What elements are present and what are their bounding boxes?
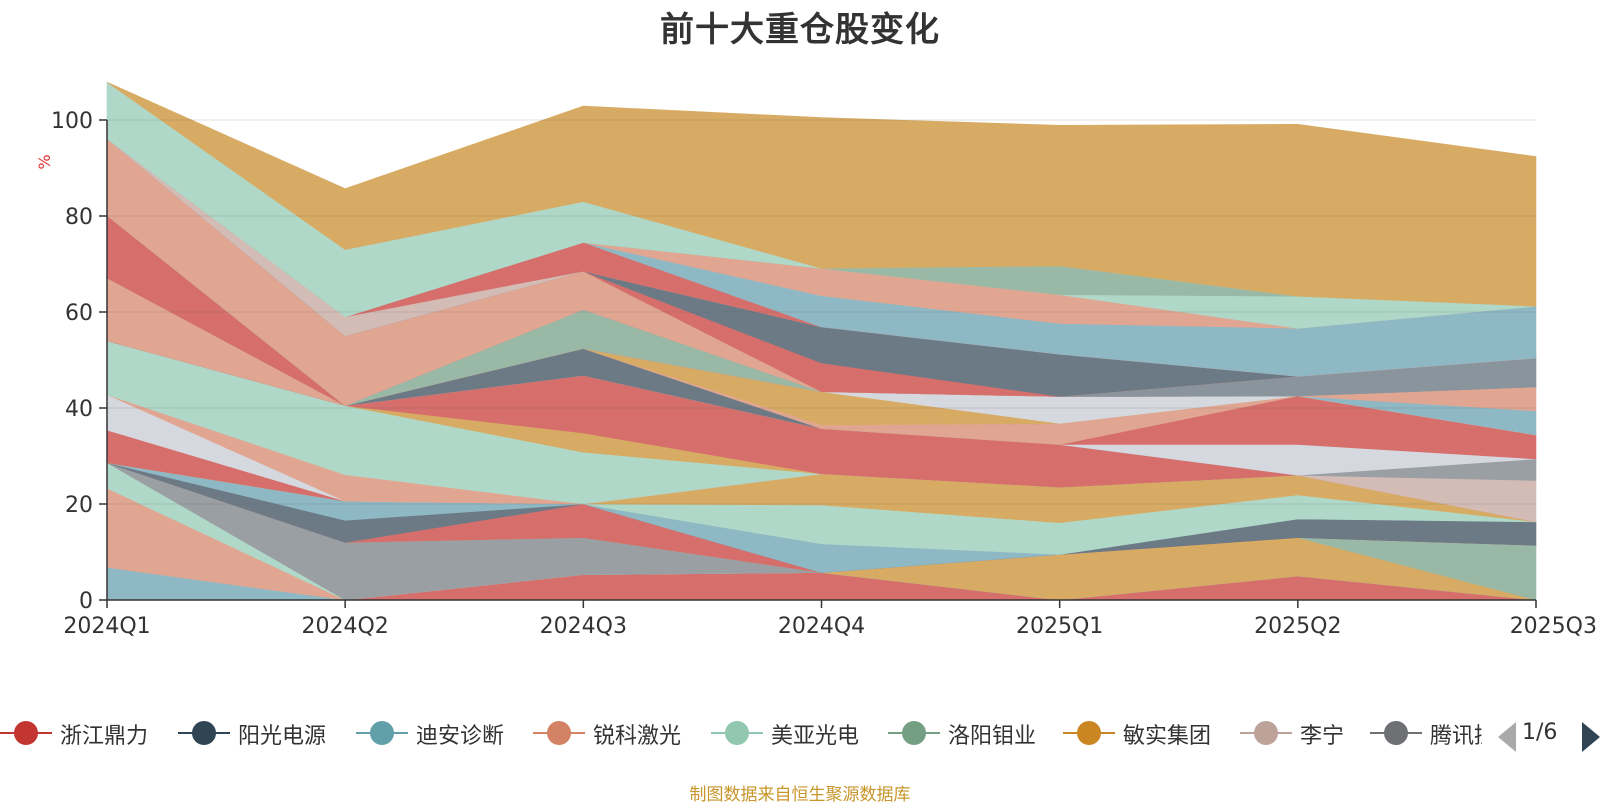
legend-next-page-icon[interactable] [1582, 722, 1600, 752]
legend-label: 敏实集团 [1123, 724, 1212, 749]
area-layer [106, 81, 1537, 601]
source-note: 制图数据来自恒生聚源数据库 [689, 785, 911, 805]
grid-layer [107, 119, 1536, 505]
tick-layer: 0 20 40 60 80 100 2024Q1 2024Q2 2024Q3 2024Q4 2025… [51, 109, 1597, 639]
legend-marker-icon [711, 720, 763, 746]
x-tick-label: 2024Q2 [302, 614, 389, 639]
legend-marker-icon [0, 720, 52, 746]
x-tick-label: 2024Q4 [778, 614, 865, 639]
x-tick-label: 2025Q3 [1510, 614, 1597, 639]
area-series-46 [106, 81, 1537, 307]
legend-page-indicator: 1/6 [1522, 720, 1558, 745]
legend-marker-icon [1240, 720, 1292, 746]
x-tick-label: 2025Q1 [1016, 614, 1103, 639]
legend: 浙江鼎力 阳光电源 迪安诊断 锐科激光 美亚光电 洛阳钼业 敏实集团 李宁 腾讯控股 1/6 [0, 714, 1600, 754]
legend-label: 浙江鼎力 [60, 724, 149, 749]
y-tick-label: 20 [65, 493, 93, 518]
x-tick-label: 2024Q1 [63, 614, 150, 639]
y-tick-label: 80 [65, 205, 93, 230]
legend-items: 浙江鼎力 阳光电源 迪安诊断 锐科激光 美亚光电 洛阳钼业 敏实集团 李宁 腾讯控股 [0, 714, 1482, 754]
x-tick-label: 2025Q2 [1254, 614, 1341, 639]
legend-pager: 1/6 [1498, 714, 1600, 754]
y-tick-label: 0 [79, 589, 93, 614]
legend-marker-icon [1370, 720, 1422, 746]
legend-marker-icon [1063, 720, 1115, 746]
y-tick-label: 100 [51, 109, 93, 134]
y-tick-label: 60 [65, 301, 93, 326]
legend-label: 迪安诊断 [416, 724, 505, 749]
legend-label: 锐科激光 [593, 724, 682, 749]
legend-label: 美亚光电 [771, 724, 860, 749]
legend-marker-icon [888, 720, 940, 746]
legend-label: 腾讯控股 [1430, 724, 1482, 749]
chart-title: 前十大重仓股变化 [660, 10, 940, 50]
legend-marker-icon [533, 720, 585, 746]
y-tick-label: 40 [65, 397, 93, 422]
legend-label: 阳光电源 [238, 724, 327, 749]
legend-marker-icon [356, 720, 408, 746]
x-tick-label: 2024Q3 [540, 614, 627, 639]
legend-label: 李宁 [1300, 724, 1345, 749]
legend-marker-icon [178, 720, 230, 746]
y-axis-unit-label: % [35, 154, 54, 169]
legend-label: 洛阳钼业 [948, 724, 1037, 749]
legend-prev-page-icon[interactable] [1498, 722, 1516, 752]
